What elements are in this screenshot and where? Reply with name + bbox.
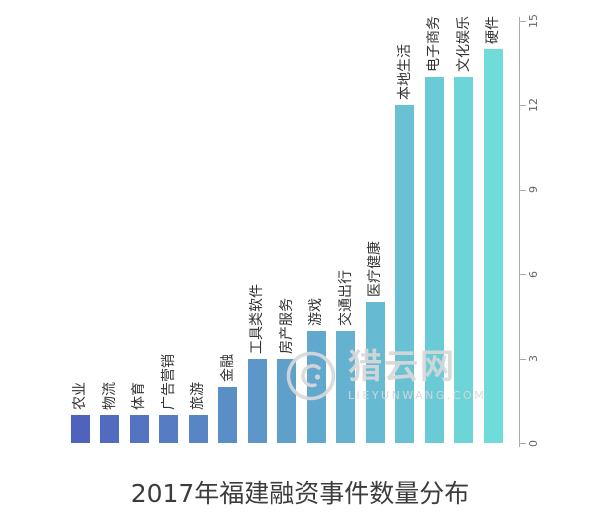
bar bbox=[277, 358, 296, 443]
y-axis-tick-label: 3 bbox=[527, 355, 540, 363]
bar-label: 硬件 bbox=[485, 16, 501, 45]
bar bbox=[395, 105, 414, 443]
watermark: 猎云网 LIEYUNWANG.COM bbox=[286, 347, 487, 403]
bar-label: 电子商务 bbox=[426, 16, 442, 73]
bar bbox=[70, 414, 90, 443]
bar-label: 体育 bbox=[131, 381, 147, 410]
bar-label: 医疗健康 bbox=[367, 241, 383, 298]
bar bbox=[129, 414, 149, 443]
bar-label: 文化娱乐 bbox=[455, 16, 472, 73]
bar-label: 房产服务 bbox=[278, 297, 295, 354]
y-axis-line bbox=[519, 17, 520, 447]
bar bbox=[454, 77, 473, 443]
bar bbox=[100, 414, 119, 443]
bar bbox=[306, 330, 326, 443]
bar-label: 旅游 bbox=[190, 381, 206, 410]
bar bbox=[365, 302, 385, 443]
watermark-text: 猎云网 LIEYUNWANG.COM bbox=[348, 347, 487, 403]
watermark-logo-icon bbox=[286, 351, 336, 400]
y-axis-tick-label: 15 bbox=[527, 14, 540, 28]
bar bbox=[218, 386, 237, 443]
y-axis-tick bbox=[520, 105, 526, 107]
watermark-domain: LIEYUNWANG.COM bbox=[348, 389, 487, 403]
watermark-name: 猎云网 bbox=[348, 347, 456, 387]
y-axis-tick bbox=[520, 274, 526, 276]
bar-label: 广告营销 bbox=[160, 353, 177, 410]
y-axis-tick bbox=[520, 21, 526, 22]
bar bbox=[188, 414, 208, 443]
y-axis-tick bbox=[520, 358, 526, 360]
y-axis-tick-label: 12 bbox=[527, 98, 540, 113]
bar-label: 游戏 bbox=[308, 297, 324, 326]
y-axis-tick-label: 6 bbox=[527, 270, 540, 278]
y-axis-tick bbox=[520, 443, 526, 444]
y-axis-tick-label: 0 bbox=[527, 439, 540, 447]
bar bbox=[336, 330, 355, 443]
bar-label: 农业 bbox=[72, 381, 88, 410]
chart-title: 2017年福建融资事件数量分布 bbox=[130, 479, 470, 508]
bar-label: 物流 bbox=[101, 381, 118, 410]
bar bbox=[159, 414, 178, 443]
bar bbox=[424, 77, 444, 443]
y-axis-tick-label: 9 bbox=[527, 186, 540, 194]
y-axis-tick bbox=[520, 189, 526, 191]
bar-label: 工具类软件 bbox=[249, 283, 265, 354]
bar-label: 交通出行 bbox=[337, 269, 354, 326]
bar-label: 金融 bbox=[219, 353, 236, 382]
bar bbox=[483, 49, 503, 443]
bar-label: 本地生活 bbox=[396, 44, 413, 101]
bar bbox=[247, 358, 267, 443]
